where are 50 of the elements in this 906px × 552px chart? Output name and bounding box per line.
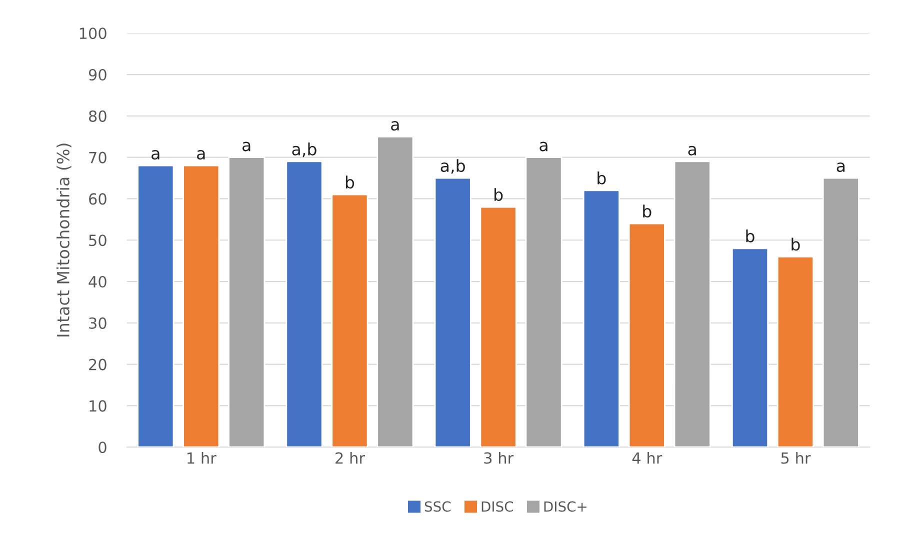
data-label: a [391,121,399,131]
x-tick-label: 1 hr [188,452,216,464]
y-tick-label: 50 [89,234,106,246]
bar [331,194,368,448]
data-label: b [792,238,800,251]
y-tick-label: 0 [98,442,106,454]
data-label: a [197,150,205,160]
data-label: a [540,142,548,152]
bar [674,160,711,448]
y-tick-label: 30 [89,317,106,329]
bar [434,177,472,448]
bar [582,190,620,448]
data-label: a [242,142,250,152]
y-tick-label: 80 [88,110,106,122]
bar [480,206,517,448]
data-label: a,b [440,159,465,174]
y-tick-label: 60 [89,193,106,205]
y-tick-label: 70 [89,152,106,164]
bar [628,222,666,448]
y-tick-label: 90 [88,68,106,81]
data-label: a,b [292,142,316,158]
y-tick-label: 40 [88,276,106,288]
data-label: b [494,188,503,201]
x-tick-label: 4 hr [632,452,662,464]
bar [286,160,323,448]
x-tick-label: 5 hr [781,452,811,464]
bar [376,136,414,448]
bar [731,248,769,448]
legend-label: DISC [482,501,514,512]
bar [822,177,860,448]
bar [137,164,174,448]
data-label: a [836,162,845,172]
data-label: a [152,150,160,160]
legend-label: DISC+ [544,501,586,512]
bar [228,156,266,448]
data-label: b [598,172,606,184]
y-tick-label: 20 [89,358,106,370]
bar [525,156,562,448]
bar [776,256,814,448]
bar [182,164,220,448]
data-label: b [643,204,652,218]
y-axis-title: Intact Mitochondria (%) [56,144,72,336]
data-label: b [746,229,754,242]
data-label: b [346,176,354,189]
legend-label: SSC [424,501,451,512]
x-tick-label: 3 hr [484,452,514,464]
y-tick-label: 10 [90,400,106,412]
x-tick-label: 2 hr [336,452,365,464]
data-label: a [688,146,696,156]
y-tick-label: 100 [80,28,106,40]
